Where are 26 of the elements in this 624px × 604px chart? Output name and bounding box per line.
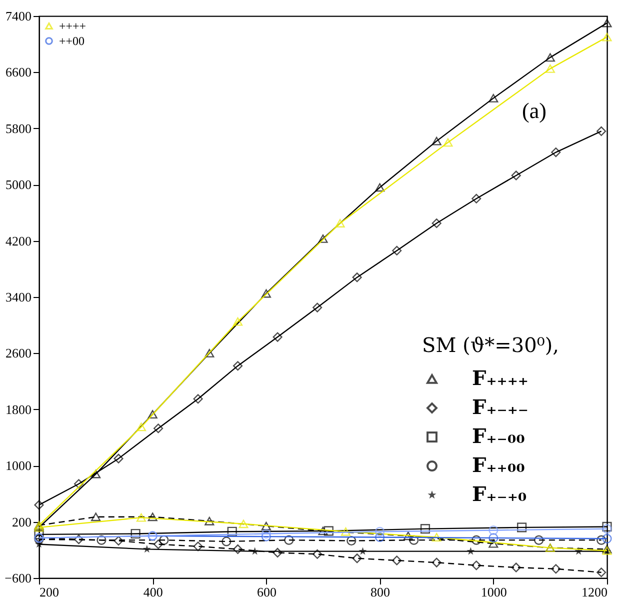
y-tick-label: 1800 — [6, 402, 32, 417]
y-tick-label: 3400 — [6, 290, 32, 304]
legend-label: F₊₋₊₀ — [472, 482, 527, 506]
x-tick-label: 1000 — [480, 584, 507, 600]
legend-label: F₊₊₀₀ — [472, 453, 526, 477]
y-tick-label: 2600 — [6, 346, 32, 361]
y-tick-label: 6600 — [6, 64, 32, 80]
x-tick-label: 1200 — [582, 584, 608, 600]
y-tick-label: 200 — [12, 514, 32, 530]
x-tick-label: 400 — [143, 584, 163, 600]
legend-title: SM (ϑ*=30⁰), — [422, 333, 560, 357]
y-tick-label: 5800 — [6, 120, 32, 136]
annotation: (a) — [522, 98, 546, 123]
x-tick-label: 800 — [370, 584, 390, 600]
y-tick-label: 5000 — [6, 177, 32, 192]
legend-label: ++00 — [59, 34, 85, 48]
legend-label: F₊₋₊₋ — [472, 395, 528, 419]
y-tick-label: 1000 — [6, 458, 32, 474]
y-tick-label: 7400 — [6, 8, 32, 24]
x-tick-label: 600 — [256, 584, 276, 600]
y-tick-label: −600 — [4, 570, 32, 586]
legend-label: ++++ — [59, 19, 86, 33]
x-tick-label: 200 — [40, 584, 59, 600]
legend-label: F₊₋₀₀ — [472, 424, 526, 448]
y-tick-label: 4200 — [6, 233, 32, 248]
legend-label: F₊₊₊₊ — [472, 366, 528, 390]
